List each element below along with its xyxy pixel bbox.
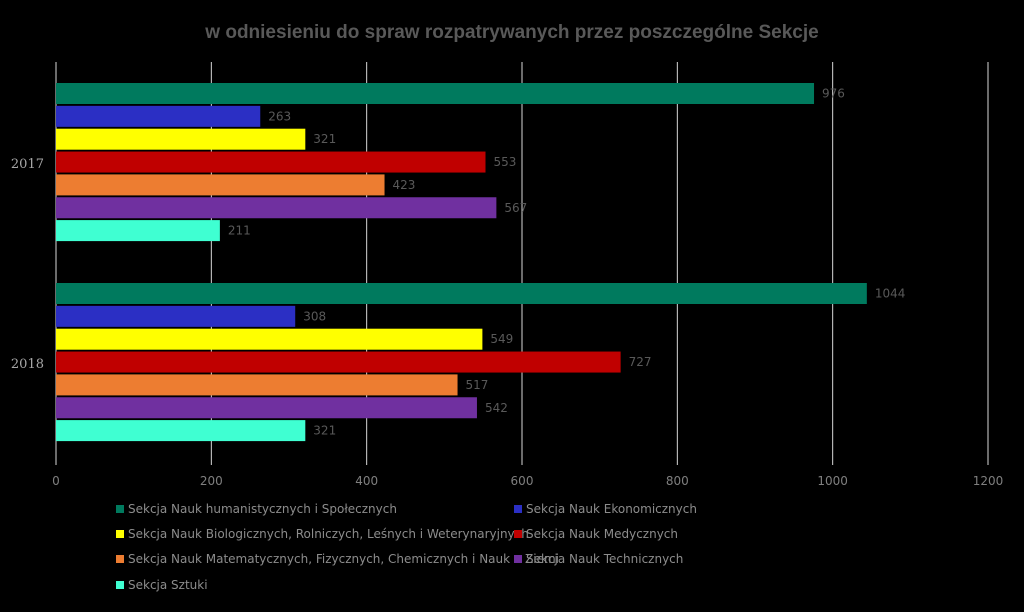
x-axis-ticks: 0 200 400 600 800 1000 1200 [52, 474, 1003, 488]
legend-swatch [116, 505, 124, 513]
legend-swatch [116, 555, 124, 563]
data-label: 517 [466, 378, 489, 392]
bar [56, 197, 497, 219]
y-axis-categories: 2017 2018 [11, 157, 44, 372]
bar [56, 105, 261, 127]
data-labels: 976 263 321 553 423 567 211 1044 308 549 727 517 542… [228, 87, 906, 438]
data-label: 321 [313, 132, 336, 146]
data-label: 976 [822, 87, 845, 101]
legend-entry: Sekcja Nauk humanistycznych i Społecznyc… [128, 502, 397, 516]
legend-swatch [116, 530, 124, 538]
chart-title: w odniesieniu do spraw rozpatrywanych pr… [204, 22, 818, 43]
bar [56, 420, 306, 442]
data-label: 423 [393, 178, 416, 192]
bar [56, 351, 621, 373]
x-tick-label: 800 [666, 474, 689, 488]
x-tick-label: 0 [52, 474, 60, 488]
bar [56, 151, 486, 173]
x-tick-label: 1200 [973, 474, 1004, 488]
legend-entry: Sekcja Nauk Ekonomicznych [526, 502, 697, 516]
data-label: 549 [490, 332, 513, 346]
bar [56, 174, 385, 196]
legend-entry: Sekcja Nauk Medycznych [526, 527, 678, 541]
x-tick-label: 400 [355, 474, 378, 488]
legend: Sekcja Nauk humanistycznych i Społecznyc… [116, 502, 697, 592]
legend-entry: Sekcja Sztuki [128, 578, 208, 592]
legend-swatch [514, 530, 522, 538]
bar [56, 283, 867, 304]
data-label: 567 [504, 201, 527, 215]
x-tick-label: 1000 [817, 474, 848, 488]
data-label: 263 [268, 109, 291, 123]
bar [56, 328, 483, 350]
data-label: 542 [485, 401, 508, 415]
bar [56, 374, 458, 396]
legend-entry: Sekcja Nauk Matematycznych, Fizycznych, … [128, 552, 559, 566]
bar [56, 83, 815, 104]
legend-entry: Sekcja Nauk Technicznych [526, 552, 683, 566]
data-label: 553 [493, 155, 516, 169]
data-label: 727 [629, 355, 652, 369]
bar [56, 220, 220, 242]
legend-swatch [514, 555, 522, 563]
category-label: 2017 [11, 157, 44, 172]
legend-entry: Sekcja Nauk Biologicznych, Rolniczych, L… [128, 527, 529, 541]
data-label: 321 [313, 424, 336, 438]
x-tick-label: 200 [200, 474, 223, 488]
data-label: 1044 [875, 287, 906, 301]
data-label: 308 [303, 309, 326, 323]
x-tick-label: 600 [511, 474, 534, 488]
data-label: 211 [228, 224, 251, 238]
bars [56, 83, 867, 442]
bar [56, 128, 306, 150]
bar [56, 397, 477, 419]
legend-swatch [116, 581, 124, 589]
legend-swatch [514, 505, 522, 513]
bar [56, 305, 296, 327]
category-label: 2018 [11, 357, 44, 372]
